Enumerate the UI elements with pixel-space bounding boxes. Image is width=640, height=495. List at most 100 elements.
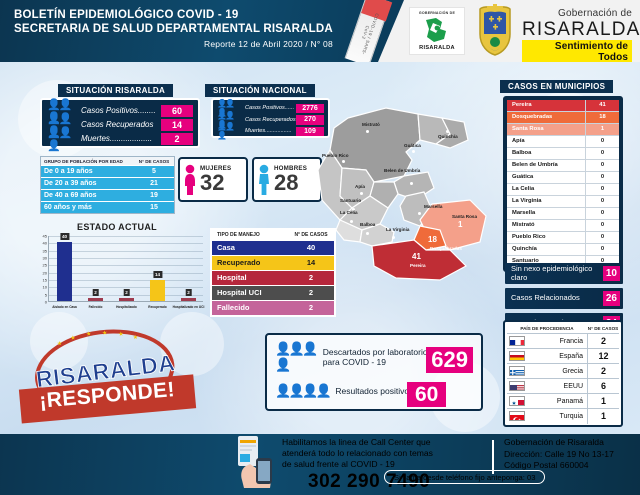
municipio-cases: 0 bbox=[585, 208, 619, 219]
women-stat-box: MUJERES 32 bbox=[178, 157, 248, 202]
municipio-name: Santuario bbox=[512, 258, 539, 264]
age-group-table: GRUPO DE POBLACIÓN POR EDAD N° DE CASOS … bbox=[40, 156, 175, 214]
gobernacion-label: Gobernación de bbox=[558, 8, 632, 19]
women-label: MUJERES bbox=[200, 165, 232, 172]
municipio-cases: 0 bbox=[585, 220, 619, 231]
map-label-santa-rosa: Santa Rosa bbox=[452, 214, 478, 219]
municipio-row: La Virginia 0 bbox=[507, 196, 619, 208]
municipio-name: Santa Rosa bbox=[512, 126, 544, 132]
tipo-manejo-cases: 40 bbox=[306, 243, 316, 252]
pais-header-cases: N° DE CASOS bbox=[587, 326, 619, 331]
pais-cases: 1 bbox=[587, 408, 619, 424]
pais-cases: 2 bbox=[587, 333, 619, 349]
footer-divider bbox=[492, 440, 494, 474]
tipo-manejo-type: Hospital UCI bbox=[217, 288, 262, 297]
stat-row: 👤👤👤 Casos Recuperados 14 bbox=[47, 113, 193, 138]
stat-value: 109 bbox=[296, 126, 324, 136]
hand-phone-illustration-icon bbox=[236, 432, 278, 488]
pais-table-header: PAÍS DE PROCEDENCIA N° DE CASOS bbox=[507, 324, 619, 333]
header-bar: BOLETÍN EPIDEMIOLÓGICO COVID - 19 SECRET… bbox=[0, 0, 640, 67]
woman-icon bbox=[180, 164, 200, 196]
greece-flag-icon bbox=[509, 366, 525, 376]
call-center-phone[interactable]: 302 290 7490 bbox=[308, 471, 431, 492]
stat-value: 270 bbox=[296, 115, 324, 125]
chart-gridline bbox=[49, 236, 203, 237]
table-row: De 40 a 69 años 19 bbox=[41, 189, 174, 201]
pais-row: España 12 bbox=[507, 348, 619, 364]
municipio-name: Pueblo Rico bbox=[512, 234, 546, 240]
age-group-label: 60 años y más bbox=[44, 204, 92, 211]
table-row: De 20 a 39 años 21 bbox=[41, 177, 174, 189]
municipio-name: La Celia bbox=[512, 186, 535, 192]
gobernacion-name: RISARALDA bbox=[522, 19, 640, 40]
pais-cases: 2 bbox=[587, 363, 619, 379]
pais-row: Panamá 1 bbox=[507, 393, 619, 409]
estado-actual-chart: ESTADO ACTUAL 0 5 10 15 20 25 30 35 40 45 40 Aislad… bbox=[28, 222, 206, 322]
chart-x-label: Aislado en Casa bbox=[52, 305, 77, 310]
pais-name: Turquia bbox=[559, 412, 583, 420]
tipo-manejo-cases: 2 bbox=[308, 288, 314, 297]
situacion-risaralda-box: 👤👤👤 Casos Positivos........ 60 👤👤👤 Casos… bbox=[40, 98, 200, 152]
situacion-risaralda-title: SITUACIÓN RISARALDA bbox=[58, 84, 174, 97]
municipio-row: Apía 0 bbox=[507, 136, 619, 148]
turkey-flag-icon bbox=[509, 411, 525, 421]
departamento-logo-bottom: RISARALDA bbox=[419, 45, 455, 51]
tipo-manejo-cases: 2 bbox=[308, 273, 314, 282]
age-group-cases: 5 bbox=[152, 168, 156, 175]
map-label-belen-de-umbria: Belen de Umbría bbox=[384, 168, 421, 173]
nexo-label: Casos Relacionados bbox=[511, 293, 580, 303]
map-value-dosquebradas: 18 bbox=[428, 235, 437, 244]
map-label-la-celia: La Celia bbox=[340, 210, 358, 215]
pais-row: Turquia 1 bbox=[507, 408, 619, 424]
people-icon: 👤👤👤 bbox=[217, 122, 235, 141]
chart-gridline bbox=[49, 280, 203, 281]
chart-y-tick: 0 bbox=[44, 299, 47, 305]
gobernacion-tagline: Sentimiento de Todos bbox=[522, 40, 632, 64]
pais-name: Francia bbox=[559, 337, 583, 345]
people-icon: 👤👤👤👤 bbox=[275, 341, 318, 372]
nexo-value: 10 bbox=[602, 266, 620, 281]
footer-bar bbox=[0, 434, 640, 495]
descartados-value: 629 bbox=[426, 347, 473, 373]
call-center-block: Habilitamos la linea de Call Center que … bbox=[282, 437, 512, 493]
municipio-name: Balboa bbox=[512, 150, 532, 156]
chart-bar: 14 bbox=[150, 271, 165, 301]
report-date: Reporte 12 de Abril 2020 / N° 08 bbox=[204, 39, 333, 49]
people-icon: 👤👤👤 bbox=[217, 99, 235, 118]
chart-plot-area: 0 5 10 15 20 25 30 35 40 45 40 Aislado en Casa 2 Fall… bbox=[43, 233, 204, 309]
map-label-mistrato: Mistrató bbox=[362, 122, 380, 127]
chart-x-label: Recuperado bbox=[148, 305, 167, 310]
municipio-cases: 0 bbox=[585, 256, 619, 267]
tipo-manejo-header-type: TIPO DE MANEJO bbox=[217, 232, 260, 238]
stat-value: 2776 bbox=[296, 103, 324, 113]
tipo-manejo-cases: 14 bbox=[306, 258, 316, 267]
chart-y-tick: 20 bbox=[42, 270, 47, 276]
age-group-label: De 20 a 39 años bbox=[44, 180, 97, 187]
municipio-cases: 18 bbox=[585, 112, 619, 123]
stat-value: 60 bbox=[161, 104, 193, 117]
address-block: Gobernación de Risaralda Dirección: Call… bbox=[504, 437, 614, 472]
laboratorio-panel: 👤👤👤👤 Descartados por laboratorio negativ… bbox=[265, 333, 483, 411]
chart-y-tick: 15 bbox=[42, 277, 47, 283]
chart-bar-value: 40 bbox=[59, 233, 70, 241]
chart-bar-value: 2 bbox=[92, 289, 99, 297]
descartados-label: Descartados por laboratorio negativo par… bbox=[322, 347, 463, 367]
people-icon: 👤👤👤 bbox=[47, 98, 72, 124]
page-title-line2: SECRETARIA DE SALUD DEPARTAMENTAL RISARA… bbox=[14, 23, 333, 35]
municipio-cases: 0 bbox=[585, 196, 619, 207]
municipio-row: Quinchía 0 bbox=[507, 244, 619, 256]
municipio-cases: 0 bbox=[585, 232, 619, 243]
table-row: Hospital 2 bbox=[212, 270, 334, 285]
situacion-nacional-title: SITUACIÓN NACIONAL bbox=[205, 84, 315, 97]
municipio-row: Pueblo Rico 0 bbox=[507, 232, 619, 244]
municipio-cases: 41 bbox=[585, 100, 619, 111]
map-label-dosquebradas: Dosquebradas bbox=[430, 246, 462, 251]
chart-bar: 2 bbox=[181, 289, 196, 301]
municipio-name: Dosquebradas bbox=[512, 114, 553, 120]
risaralda-map: Mistrató Quinchía Guática Pueblo Rico Be… bbox=[300, 100, 500, 290]
risaralda-map-glyph-icon bbox=[420, 17, 454, 43]
municipio-cases: 0 bbox=[585, 172, 619, 183]
people-icon: 👤👤👤👤 bbox=[275, 383, 332, 398]
nexo-relacionados: Casos Relacionados 26 bbox=[505, 288, 623, 309]
france-flag-icon bbox=[509, 336, 525, 346]
